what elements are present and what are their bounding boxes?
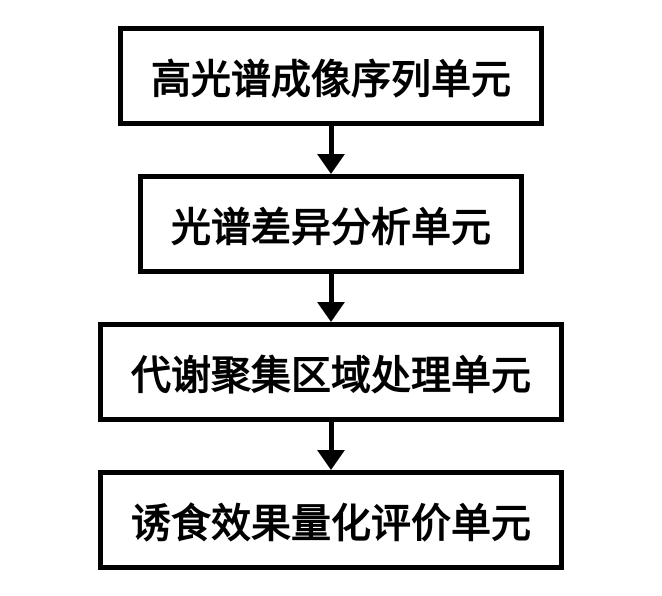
arrow-icon (317, 274, 345, 322)
node-label: 诱食效果量化评价单元 (131, 501, 531, 546)
arrow-head (317, 302, 345, 322)
flowchart-node-1: 高光谱成像序列单元 (118, 26, 544, 126)
arrow-icon (317, 422, 345, 470)
node-label: 高光谱成像序列单元 (151, 57, 511, 102)
arrow-line (329, 422, 334, 450)
flowchart: 高光谱成像序列单元 光谱差异分析单元 代谢聚集区域处理单元 诱食效果量化评价单元 (98, 26, 564, 570)
flowchart-node-4: 诱食效果量化评价单元 (98, 470, 564, 570)
arrow-head (317, 154, 345, 174)
arrow-head (317, 450, 345, 470)
arrow-icon (317, 126, 345, 174)
arrow-line (329, 126, 334, 154)
arrow-line (329, 274, 334, 302)
node-label: 光谱差异分析单元 (171, 205, 491, 250)
node-label: 代谢聚集区域处理单元 (131, 353, 531, 398)
flowchart-node-2: 光谱差异分析单元 (138, 174, 524, 274)
flowchart-node-3: 代谢聚集区域处理单元 (98, 322, 564, 422)
